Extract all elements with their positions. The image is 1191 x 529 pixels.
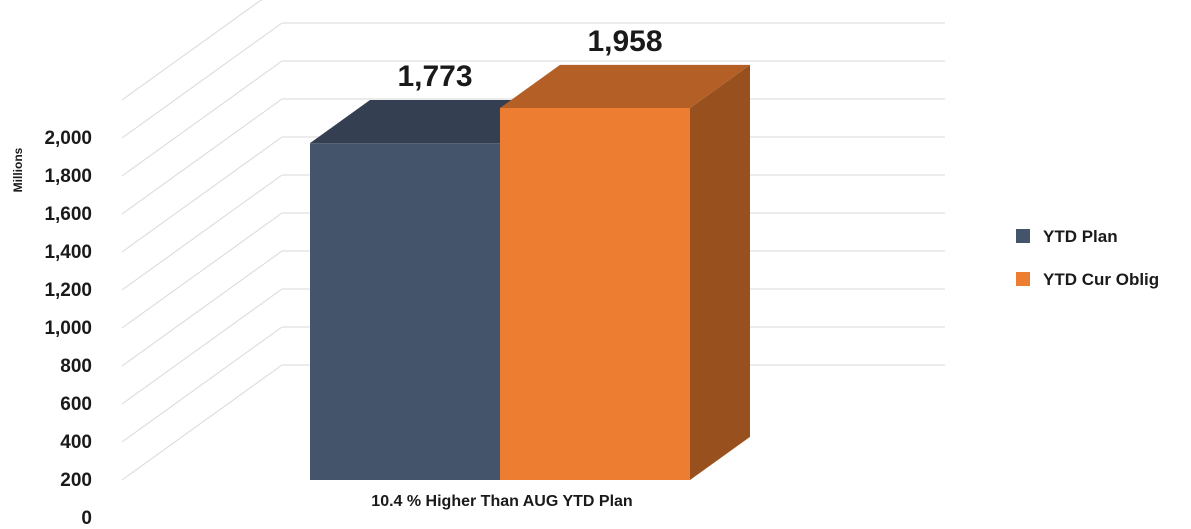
y-tick-label: 600 <box>60 394 92 415</box>
y-tick-label: 200 <box>60 470 92 491</box>
gridline-diagonal-7 <box>121 98 283 215</box>
legend-label: YTD Cur Oblig <box>1043 270 1159 289</box>
y-axis-ticks: 0 200 400 600 800 1,000 1,200 1,400 1,600 1,800 2,… <box>44 128 92 529</box>
legend-swatch <box>1016 229 1030 243</box>
gridline-diagonal-9 <box>121 22 283 139</box>
data-labels: 1,773 1,958 <box>397 25 662 93</box>
y-tick-label: 0 <box>81 508 92 529</box>
bar-top-1 <box>310 100 560 144</box>
gridline-diagonal-3 <box>121 250 283 367</box>
y-tick-label: 400 <box>60 432 92 453</box>
data-label: 1,958 <box>587 25 662 58</box>
legend-swatch <box>1016 272 1030 286</box>
y-axis-title: Millions <box>11 147 25 192</box>
y-tick-label: 1,000 <box>44 318 92 339</box>
legend-label: YTD Plan <box>1043 227 1118 246</box>
y-tick-label: 2,000 <box>44 128 92 149</box>
y-tick-label: 800 <box>60 356 92 377</box>
bar-front-2 <box>500 107 690 480</box>
bar-front-1 <box>310 143 500 480</box>
gridline-diagonal-1 <box>121 326 283 443</box>
y-tick-label: 1,400 <box>44 242 92 263</box>
gridline-diagonal-0 <box>121 364 283 481</box>
y-tick-label: 1,600 <box>44 204 92 225</box>
y-tick-label: 1,200 <box>44 280 92 301</box>
bars <box>310 64 750 480</box>
gridline-diagonal-10 <box>121 0 262 101</box>
gridline-diagonal-5 <box>121 174 283 291</box>
gridline-diagonal-4 <box>121 212 283 329</box>
bar-side-2 <box>690 64 750 480</box>
gridline-diagonal-2 <box>121 288 283 405</box>
bar-top-2 <box>500 64 750 108</box>
y-tick-label: 1,800 <box>44 166 92 187</box>
data-label: 1,773 <box>397 60 472 93</box>
x-axis-category-label: 10.4 % Higher Than AUG YTD Plan <box>371 493 632 510</box>
legend: YTD Plan YTD Cur Oblig <box>1016 227 1159 289</box>
gridline-diagonal-8 <box>121 60 283 177</box>
gridline-diagonal-6 <box>121 136 283 253</box>
